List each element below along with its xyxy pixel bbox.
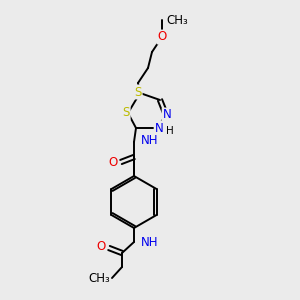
Text: H: H	[166, 126, 174, 136]
Text: CH₃: CH₃	[88, 272, 110, 284]
Text: N: N	[154, 122, 164, 134]
Text: CH₃: CH₃	[166, 14, 188, 26]
Text: O: O	[109, 155, 118, 169]
Text: S: S	[122, 106, 130, 119]
Text: NH: NH	[141, 236, 158, 248]
Text: NH: NH	[141, 134, 158, 148]
Text: O: O	[158, 31, 166, 44]
Text: O: O	[97, 241, 106, 254]
Text: N: N	[163, 109, 171, 122]
Text: S: S	[134, 85, 142, 98]
